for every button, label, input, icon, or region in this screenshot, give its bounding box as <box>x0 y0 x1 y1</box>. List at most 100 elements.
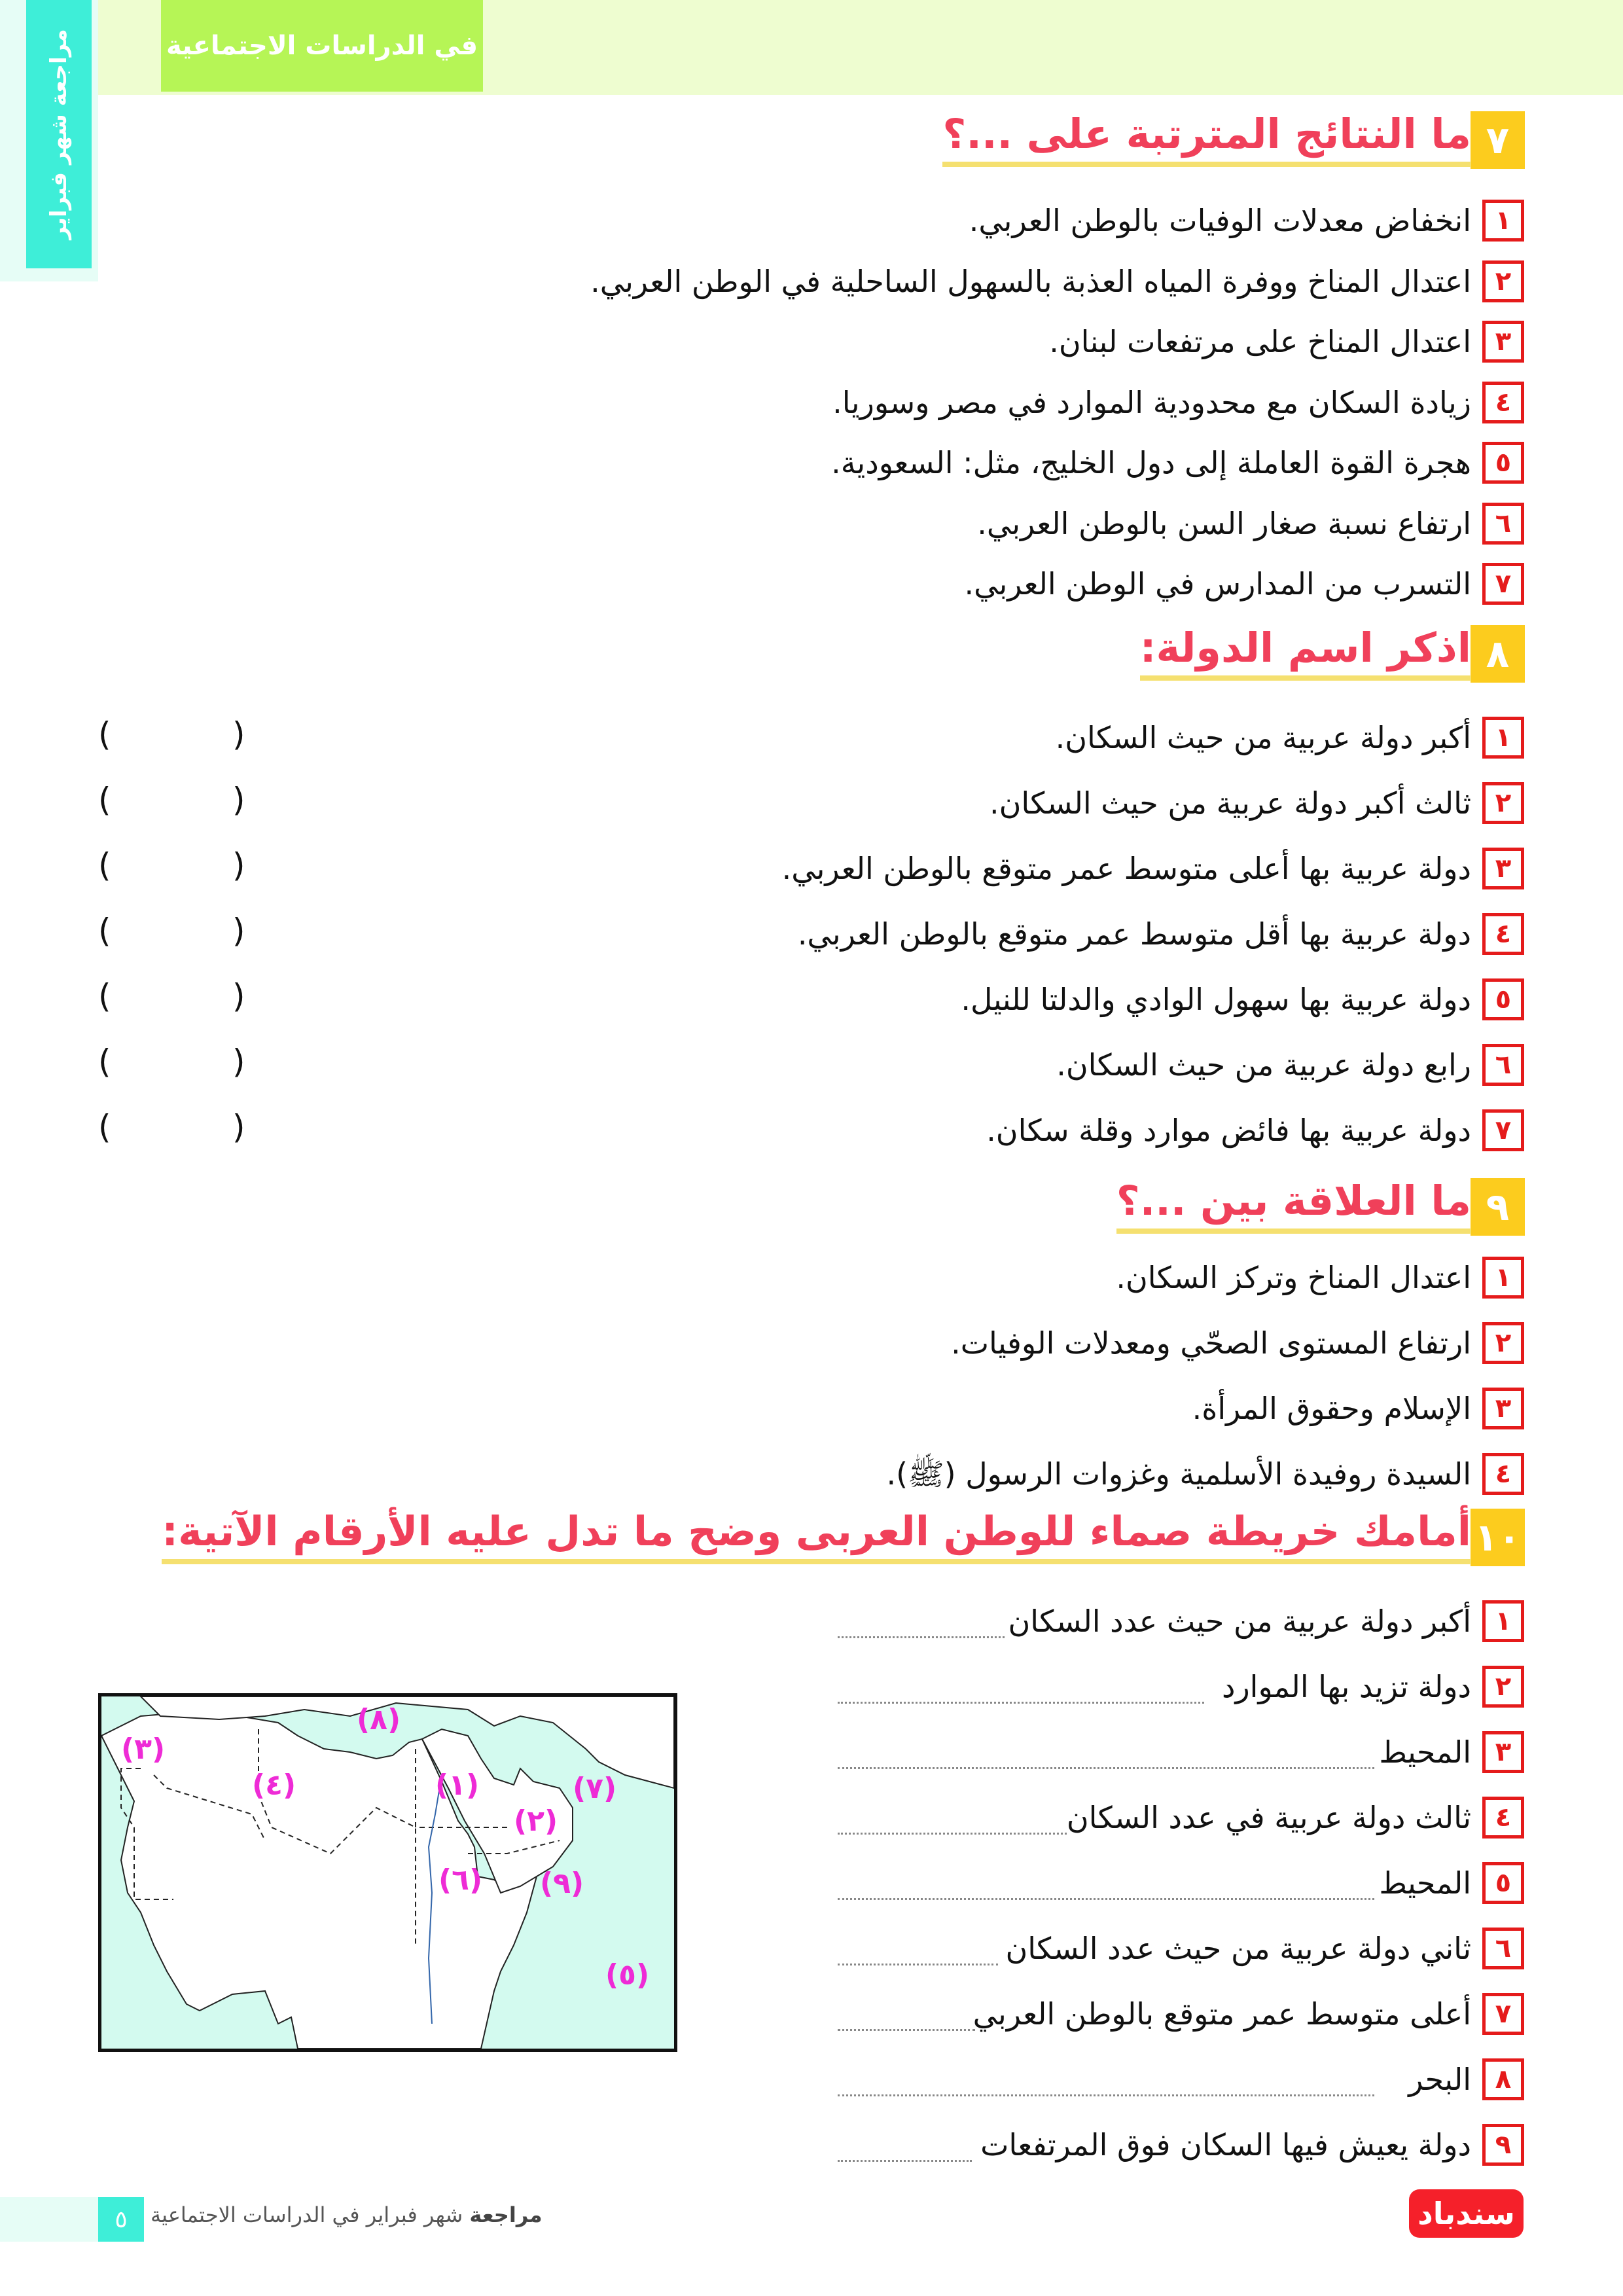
item-number-box: ٢ <box>1482 1666 1524 1708</box>
item-number-box: ٣ <box>1482 321 1524 363</box>
footer-subtitle: شهر فبراير في الدراسات الاجتماعية <box>151 2202 463 2227</box>
arab-world-map: (١) (٢) (٣) (٤) (٥) (٦) (٧) (٨) (٩) <box>98 1693 677 2052</box>
item-number-box: ٧ <box>1482 563 1524 605</box>
footer-strip <box>0 2197 98 2242</box>
item-text: التسرب من المدارس في الوطن العربي. <box>964 566 1472 601</box>
item-number-box: ٨ <box>1482 2058 1524 2100</box>
map-drawing <box>100 1696 675 2049</box>
item-text: ثالث دولة عربية في عدد السكان <box>1066 1800 1471 1835</box>
item-text: أكبر دولة عربية من حيث السكان. <box>1055 720 1471 755</box>
land-europe <box>139 1696 675 1789</box>
answer-paren-close: ( <box>98 715 111 753</box>
section-number-badge: ٧ <box>1471 111 1525 169</box>
item-text: اعتدال المناخ وتركز السكان. <box>1116 1260 1471 1295</box>
item-text: ارتفاع نسبة صغار السن بالوطن العربي. <box>977 506 1471 541</box>
section-title: ما النتائج المترتبة على ...؟ <box>942 110 1471 167</box>
item-text: دولة عربية بها أعلى متوسط عمر متوقع بالو… <box>781 851 1471 886</box>
item-text: السيدة روفيدة الأسلمية وغزوات الرسول (ﷺ)… <box>886 1456 1471 1492</box>
item-number-box: ٦ <box>1482 1928 1524 1969</box>
answer-paren-close: ( <box>98 912 111 950</box>
item-text: انخفاض معدلات الوفيات بالوطن العربي. <box>969 203 1471 238</box>
page-number: ٥ <box>98 2197 144 2242</box>
answer-blank-line[interactable] <box>838 1702 1204 1704</box>
item-number-box: ٥ <box>1482 442 1524 484</box>
item-number-box: ٣ <box>1482 1731 1524 1773</box>
side-label: مراجعة شهر فبراير <box>46 29 72 240</box>
item-text: دولة عربية بها فائض موارد وقلة سكان. <box>986 1113 1471 1148</box>
answer-blank-line[interactable] <box>838 1964 998 1965</box>
sindbad-logo: سندباد <box>1409 2189 1524 2238</box>
item-text: البحر <box>1408 2062 1471 2097</box>
item-number-box: ٢ <box>1482 260 1524 302</box>
item-text: اعتدال المناخ على مرتفعات لبنان. <box>1049 324 1471 359</box>
answer-blank-line[interactable] <box>838 2160 972 2162</box>
section-number-badge: ٨ <box>1471 625 1525 683</box>
item-text: دولة عربية بها أقل متوسط عمر متوقع بالوط… <box>797 916 1471 952</box>
item-text: ارتفاع المستوى الصحّي ومعدلات الوفيات. <box>951 1325 1471 1361</box>
item-number-box: ٣ <box>1482 848 1524 889</box>
header-tab: في الدراسات الاجتماعية <box>161 0 483 92</box>
item-text: رابع دولة عربية من حيث السكان. <box>1056 1047 1471 1083</box>
land-arabia <box>421 1728 573 1894</box>
item-number-box: ٢ <box>1482 782 1524 824</box>
item-number-box: ١ <box>1482 1600 1524 1642</box>
map-label-3: (٣) <box>121 1732 166 1766</box>
item-number-box: ١ <box>1482 717 1524 759</box>
item-number-box: ٦ <box>1482 1044 1524 1086</box>
item-text: هجرة القوة العاملة إلى دول الخليج، مثل: … <box>831 445 1471 480</box>
item-text: أعلى متوسط عمر متوقع بالوطن العربي <box>972 1996 1471 2032</box>
item-number-box: ٣ <box>1482 1388 1524 1429</box>
sidebar-text: مراجعة شهر فبراير <box>26 0 92 268</box>
item-text: اعتدال المناخ ووفرة المياه العذبة بالسهو… <box>590 264 1471 299</box>
answer-blank-line[interactable] <box>838 1833 1067 1835</box>
section-title: أمامك خريطة صماء للوطن العربى وضح ما تدل… <box>162 1507 1471 1564</box>
item-text: زيادة السكان مع محدودية الموارد في مصر و… <box>832 385 1471 420</box>
footer-bold: مراجعة <box>469 2202 543 2227</box>
map-label-9: (٩) <box>540 1867 584 1900</box>
answer-paren-close: ( <box>98 846 111 884</box>
answer-paren-close: ( <box>98 1108 111 1146</box>
answer-paren-open: ) <box>232 912 245 950</box>
footer-text: مراجعة شهر فبراير في الدراسات الاجتماعية <box>151 2202 543 2227</box>
item-number-box: ٧ <box>1482 1993 1524 2035</box>
item-number-box: ١ <box>1482 1257 1524 1299</box>
map-label-1: (١) <box>435 1768 480 1802</box>
map-label-8: (٨) <box>357 1703 401 1736</box>
item-text: المحيط <box>1379 1865 1471 1901</box>
answer-paren-open: ) <box>232 1108 245 1146</box>
answer-blank-line[interactable] <box>838 1898 1374 1900</box>
answer-paren-open: ) <box>232 781 245 819</box>
answer-paren-close: ( <box>98 1043 111 1081</box>
item-text: الإسلام وحقوق المرأة. <box>1192 1391 1471 1426</box>
item-number-box: ٢ <box>1482 1322 1524 1364</box>
item-number-box: ٤ <box>1482 382 1524 423</box>
section-number-badge: ١٠ <box>1471 1509 1525 1566</box>
item-text: دولة تزيد بها الموارد <box>1221 1669 1471 1704</box>
map-label-5: (٥) <box>605 1958 650 1992</box>
answer-paren-open: ) <box>232 977 245 1015</box>
item-number-box: ١ <box>1482 200 1524 242</box>
answer-blank-line[interactable] <box>838 1636 1005 1638</box>
map-label-7: (٧) <box>573 1772 617 1805</box>
answer-paren-open: ) <box>232 715 245 753</box>
item-number-box: ٦ <box>1482 503 1524 545</box>
item-text: دولة عربية بها سهول الوادي والدلتا للنيل… <box>961 982 1471 1017</box>
item-text: المحيط <box>1379 1734 1471 1770</box>
answer-paren-open: ) <box>232 846 245 884</box>
answer-blank-line[interactable] <box>838 2094 1374 2096</box>
sidebar-strip <box>26 0 92 268</box>
map-label-6: (٦) <box>438 1863 483 1897</box>
borders <box>120 1729 560 1945</box>
item-number-box: ٤ <box>1482 1797 1524 1839</box>
item-text: ثالث أكبر دولة عربية من حيث السكان. <box>989 785 1471 821</box>
item-text: دولة يعيش فيها السكان فوق المرتفعات <box>980 2127 1471 2162</box>
item-number-box: ٤ <box>1482 913 1524 955</box>
item-number-box: ٤ <box>1482 1453 1524 1495</box>
map-label-2: (٢) <box>514 1804 558 1838</box>
answer-paren-close: ( <box>98 781 111 819</box>
item-number-box: ٥ <box>1482 1862 1524 1904</box>
answer-blank-line[interactable] <box>838 1767 1374 1769</box>
section-title: ما العلاقة بين ...؟ <box>1116 1177 1471 1234</box>
answer-blank-line[interactable] <box>838 2029 975 2031</box>
